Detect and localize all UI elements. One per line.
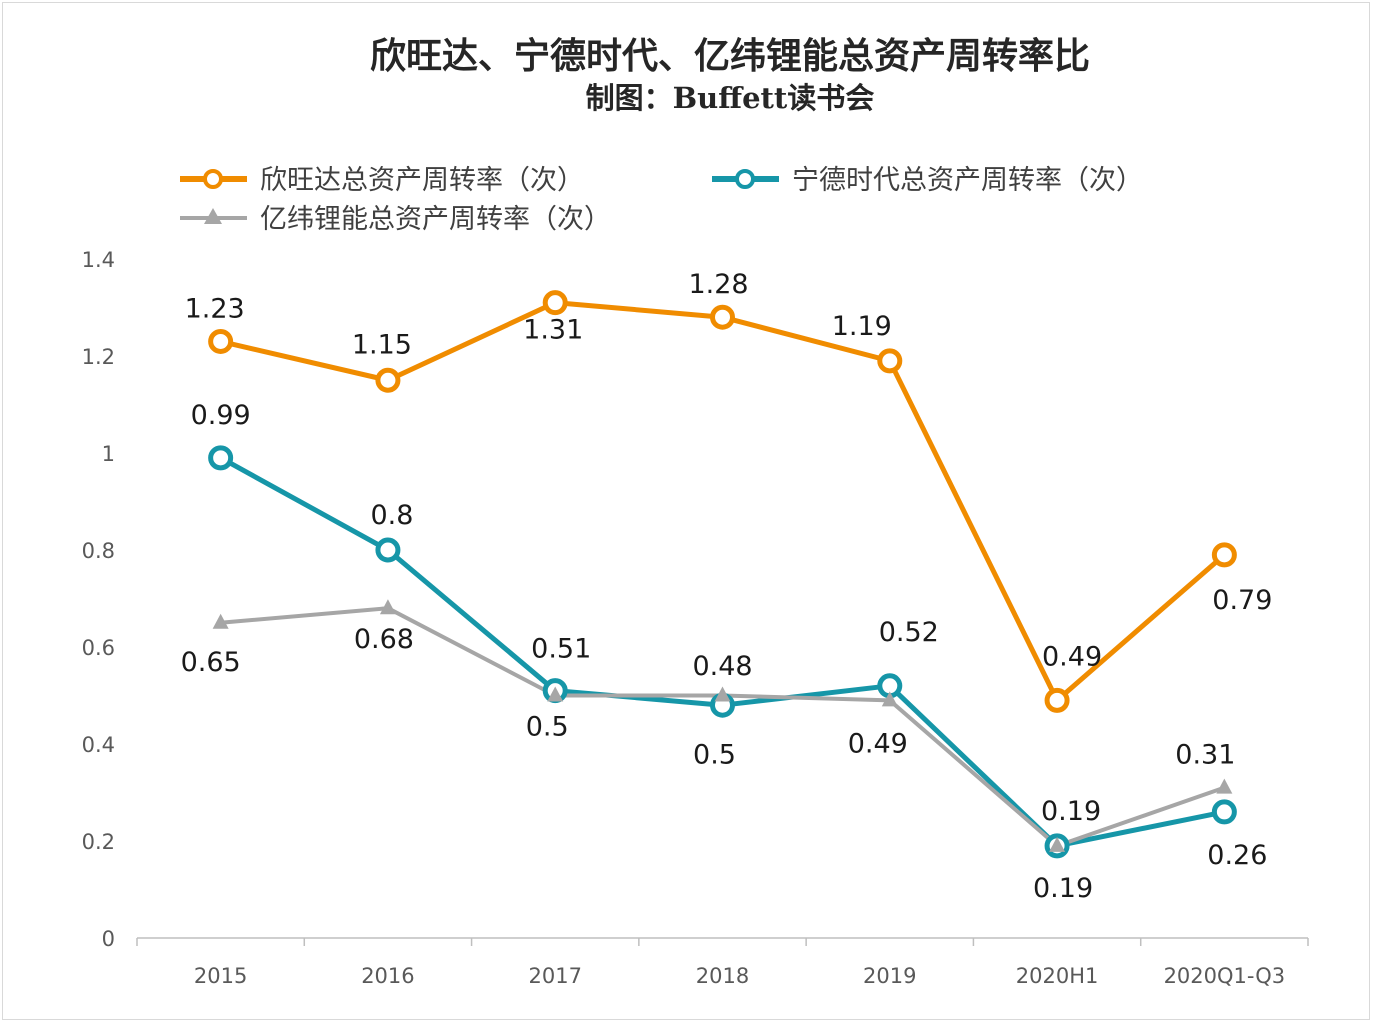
series-3-label-6: 0.31: [1175, 740, 1235, 771]
y-tick-label-1: 0.2: [82, 830, 115, 854]
series-1-point-3: [710, 304, 735, 330]
legend-item-series-1: 欣旺达总资产周转率（次）: [180, 165, 584, 196]
legend-label-series-1: 欣旺达总资产周转率（次）: [260, 165, 584, 196]
x-tick-label-1: 2016: [361, 964, 414, 988]
data-labels: 1.23 1.15 1.31 1.28 1.19 0.49 0.79 0.99 0.8 0.51 0…: [181, 269, 1273, 904]
legend-label-series-3: 亿纬锂能总资产周转率（次）: [260, 204, 611, 235]
x-axis: 2015 2016 2017 2018 2019 2020H1 2020Q1-Q3: [136, 937, 1309, 988]
series-1-point-4: [877, 348, 903, 374]
series-3-label-1: 0.68: [354, 624, 414, 655]
y-axis: 0 0.2 0.4 0.6 0.8 1 1.2 1.4: [82, 248, 115, 951]
series-1-point-6: [1211, 542, 1237, 568]
series-2-label-5: 0.19: [1041, 796, 1101, 827]
legend-item-series-3: 亿纬锂能总资产周转率（次）: [180, 204, 611, 235]
series-2-label-2: 0.51: [531, 634, 591, 665]
x-tick-label-0: 2015: [194, 964, 247, 988]
series-2-point-0: [208, 445, 234, 471]
series-3-point-2: [547, 686, 564, 702]
legend-marker-series-3: [204, 208, 222, 224]
y-tick-label-2: 0.4: [82, 733, 115, 757]
series-2-point-1: [375, 537, 401, 563]
series-2-label-4: 0.52: [879, 617, 939, 648]
y-tick-label-7: 1.4: [82, 248, 115, 272]
x-tick-label-5: 2020H1: [1016, 964, 1099, 988]
series-3-point-1: [379, 599, 396, 615]
series-2-label-6: 0.26: [1207, 840, 1267, 871]
series-layer: [208, 290, 1237, 859]
chart-subtitle: 制图：Buffett读书会: [586, 81, 875, 115]
legend: 欣旺达总资产周转率（次） 宁德时代总资产周转率（次） 亿纬锂能总资产周转率（次）: [180, 165, 1143, 235]
series-3-point-6: [1216, 778, 1233, 794]
series-1-label-6: 0.79: [1212, 585, 1272, 616]
y-tick-label-4: 0.8: [82, 539, 115, 563]
y-tick-label-0: 0: [102, 927, 115, 951]
series-2-label-3: 0.48: [692, 651, 752, 682]
series-2-point-6: [1211, 799, 1237, 825]
series-1-label-5: 0.49: [1042, 641, 1102, 672]
chart-title: 欣旺达、宁德时代、亿纬锂能总资产周转率比: [370, 35, 1090, 77]
legend-label-series-2: 宁德时代总资产周转率（次）: [792, 165, 1143, 196]
series-1-label-1: 1.15: [352, 329, 412, 360]
legend-item-series-2: 宁德时代总资产周转率（次）: [712, 165, 1143, 196]
series-1-label-0: 1.23: [185, 293, 245, 324]
x-tick-label-4: 2019: [863, 964, 916, 988]
series-3-point-3: [714, 686, 731, 702]
series-3-label-5: 0.19: [1033, 873, 1093, 904]
series-1-label-3: 1.28: [688, 269, 748, 300]
legend-marker-series-1: [203, 169, 223, 189]
series-2-label-0: 0.99: [191, 400, 251, 431]
series-1-point-1: [375, 367, 401, 393]
series-3-label-4: 0.49: [848, 728, 908, 759]
series-3-point-4: [881, 691, 898, 707]
y-tick-label-6: 1.2: [82, 345, 115, 369]
x-tick-label-6: 2020Q1-Q3: [1164, 964, 1286, 988]
series-3-point-5: [1049, 836, 1066, 852]
series-1-point-5: [1044, 687, 1070, 713]
series-1-point-2: [542, 290, 568, 316]
y-tick-label-5: 1: [102, 442, 115, 466]
legend-marker-series-2: [735, 169, 755, 189]
series-2-label-1: 0.8: [370, 500, 413, 531]
series-3-point-0: [212, 613, 229, 629]
series-1-point-0: [208, 328, 234, 354]
series-3-label-2: 0.5: [526, 712, 569, 743]
x-tick-label-3: 2018: [696, 964, 749, 988]
series-3-label-3: 0.5: [693, 740, 736, 771]
x-tick-label-2: 2017: [528, 964, 581, 988]
series-1-label-2: 1.31: [523, 315, 583, 346]
series-3-label-0: 0.65: [181, 647, 241, 678]
y-tick-label-3: 0.6: [82, 636, 115, 660]
series-1-label-4: 1.19: [832, 311, 892, 342]
